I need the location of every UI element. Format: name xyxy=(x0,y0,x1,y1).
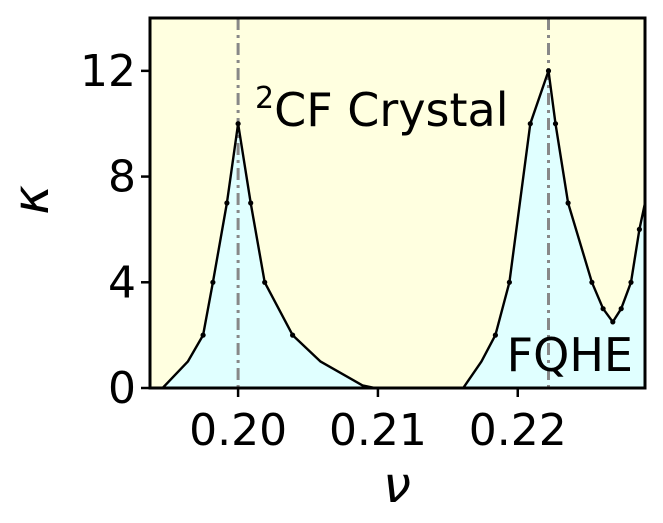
series-2-point-7 xyxy=(589,279,595,285)
series-2-point-5 xyxy=(552,121,559,127)
series-1-point-4 xyxy=(235,121,241,127)
crystal-annotation-text: CF Crystal xyxy=(274,83,508,137)
y-axis-label: κ xyxy=(2,185,60,215)
series-1-point-6 xyxy=(262,279,268,285)
series-2-point-6 xyxy=(565,200,571,206)
y-tick-label: 8 xyxy=(108,152,136,203)
y-tick-label: 4 xyxy=(108,257,136,308)
series-2-point-2 xyxy=(506,279,512,285)
x-axis-ticks: 0.20 0.21 0.22 xyxy=(189,388,567,456)
series-2-point-10 xyxy=(618,306,624,312)
series-1-fill xyxy=(162,123,376,388)
under-curve-fill-layer xyxy=(162,70,645,388)
crystal-annotation: 2CF Crystal xyxy=(255,81,509,137)
series-2-fill xyxy=(463,70,645,388)
series-2-point-8 xyxy=(600,306,606,312)
series-1-point-2 xyxy=(210,279,216,285)
marker-layer xyxy=(200,68,643,338)
crystal-annotation-superscript: 2 xyxy=(255,81,274,116)
series-2-point-12 xyxy=(636,226,643,232)
fqhe-annotation: FQHE xyxy=(507,328,633,382)
y-axis-ticks: 0 4 8 12 xyxy=(80,46,150,414)
series-1-line xyxy=(161,122,376,388)
series-2-point-9 xyxy=(610,319,616,325)
x-axis-label: ν xyxy=(383,456,411,514)
series-1-point-3 xyxy=(224,200,230,206)
series-2-point-11 xyxy=(628,279,634,285)
plot-frame xyxy=(148,16,647,390)
series-2-point-4 xyxy=(545,68,552,74)
series-2-point-1 xyxy=(492,332,498,338)
x-tick-label: 0.22 xyxy=(469,405,567,456)
y-tick-label: 0 xyxy=(108,363,136,414)
x-tick-label: 0.21 xyxy=(329,405,427,456)
series-1-point-7 xyxy=(290,332,296,338)
y-tick-label: 12 xyxy=(80,46,136,97)
x-tick-label: 0.20 xyxy=(189,405,287,456)
series-1-point-1 xyxy=(200,332,206,338)
series-2-point-3 xyxy=(527,121,533,127)
series-1-point-5 xyxy=(248,200,254,206)
